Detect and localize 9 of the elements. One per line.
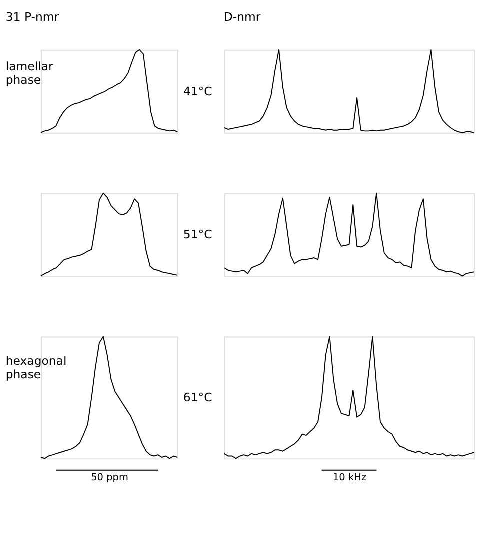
chart-title: D-nmr	[224, 10, 261, 24]
text: 41°C	[183, 84, 212, 98]
x-axis-title: 10 kHz	[332, 472, 367, 484]
annotation: hexagonal phase	[6, 354, 67, 382]
annotation: lamellar phase	[6, 59, 54, 88]
x-axis-title: 50 ppm	[91, 472, 128, 484]
text: 61°C	[183, 390, 212, 405]
chart-title: 31 P-nmr	[6, 10, 60, 24]
text: 51°C	[183, 228, 212, 242]
